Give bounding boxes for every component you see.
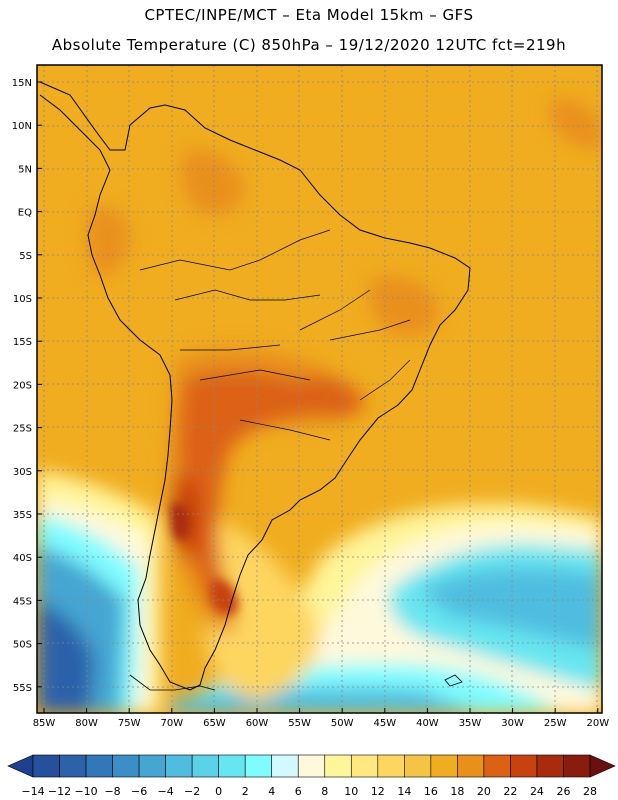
colorbar-label: 10 (344, 785, 358, 798)
colorbar-label: 20 (477, 785, 491, 798)
lon-label: 40W (416, 718, 439, 729)
lon-label: 35W (459, 718, 482, 729)
lat-label: 20S (13, 380, 32, 391)
colorbar-segment (112, 754, 140, 778)
map-frame (36, 64, 603, 714)
colorbar-label: 6 (295, 785, 302, 798)
lon-label: 25W (544, 718, 567, 729)
lat-label: 25S (13, 424, 32, 435)
colorbar-label: 28 (583, 785, 597, 798)
colorbar-label: 22 (503, 785, 517, 798)
colorbar-segment (350, 754, 379, 778)
lon-label: 60W (246, 718, 269, 729)
lat-label: 35S (13, 510, 32, 521)
colorbar-segment (536, 754, 564, 778)
lon-label: 65W (203, 718, 226, 729)
colorbar-segment (32, 754, 60, 778)
colorbar-label: −10 (74, 785, 97, 798)
colorbar-segment (271, 754, 299, 778)
lon-label: 45W (373, 718, 396, 729)
colorbar-label: 16 (424, 785, 438, 798)
colorbar-segment (244, 754, 273, 778)
colorbar-label: −14 (21, 785, 44, 798)
lat-label: 40S (13, 553, 32, 564)
colorbar-segment (218, 754, 246, 778)
colorbar-segment (483, 754, 511, 778)
colorbar-segment (297, 754, 326, 778)
colorbar-segment (404, 754, 432, 778)
lat-label: 10N (12, 121, 32, 132)
lat-label: 45S (13, 596, 32, 607)
temperature-field (37, 65, 602, 713)
lat-label: 15N (12, 78, 32, 89)
colorbar-label: 18 (450, 785, 464, 798)
colorbar-segment (165, 754, 193, 778)
colorbar-segment (377, 754, 405, 778)
lon-label: 30W (501, 718, 524, 729)
colorbar-label: −12 (48, 785, 71, 798)
latitude-labels: 15N 10N 5N EQ 5S 10S 15S 20S 25S 30S 35S 40S 45S 50S 5… (12, 78, 32, 694)
colorbar-segment (85, 754, 113, 778)
map-title-line2: Absolute Temperature (C) 850hPa – 19/12/… (51, 36, 567, 54)
lon-label: 70W (160, 718, 183, 729)
colorbar-segment (324, 754, 352, 778)
lon-label: 20W (586, 718, 609, 729)
colorbar-label: 2 (242, 785, 249, 798)
lon-label: 50W (331, 718, 354, 729)
lon-label: 75W (118, 718, 141, 729)
lat-label: 30S (13, 467, 32, 478)
colorbar-label: 4 (268, 785, 275, 798)
colorbar-segment (457, 754, 485, 778)
map-title-line1: CPTEC/INPE/MCT – Eta Model 15km – GFS (144, 6, 474, 24)
colorbar-label: 26 (556, 785, 570, 798)
colorbar-segment (563, 754, 591, 778)
lat-label: 15S (13, 337, 32, 348)
colorbar-segment (138, 754, 166, 778)
lon-label: 85W (33, 718, 56, 729)
colorbar-label: 12 (371, 785, 385, 798)
colorbar: −14 −12 −10 −8 −6 −4 −2 0 2 4 6 8 10 12 14 16 18 20 22 24 26… (7, 754, 616, 798)
colorbar-label: 0 (215, 785, 222, 798)
lat-label: 55S (13, 683, 32, 694)
lat-label: 5S (19, 251, 32, 262)
colorbar-label: 14 (397, 785, 411, 798)
colorbar-label: −8 (104, 785, 120, 798)
longitude-labels: 85W 80W 75W 70W 65W 60W 55W 50W 45W 40W 35W 30W 25W 2… (33, 718, 610, 729)
colorbar-label: −4 (158, 785, 174, 798)
colorbar-label: 8 (321, 785, 328, 798)
lon-label: 55W (288, 718, 311, 729)
lat-label: EQ (18, 208, 32, 219)
graticule (37, 65, 602, 713)
colorbar-segment (589, 754, 616, 778)
colorbar-segment (59, 754, 87, 778)
lon-label: 80W (75, 718, 98, 729)
colorbar-label: 24 (530, 785, 544, 798)
lat-label: 10S (13, 294, 32, 305)
colorbar-segment (510, 754, 538, 778)
colorbar-label: −6 (131, 785, 147, 798)
colorbar-segment (191, 754, 219, 778)
colorbar-segment (7, 754, 34, 778)
south-america-coastline (39, 81, 471, 691)
colorbar-segment (430, 754, 458, 778)
lat-label: 5N (18, 164, 32, 175)
lat-label: 50S (13, 640, 32, 651)
colorbar-label: −2 (184, 785, 200, 798)
